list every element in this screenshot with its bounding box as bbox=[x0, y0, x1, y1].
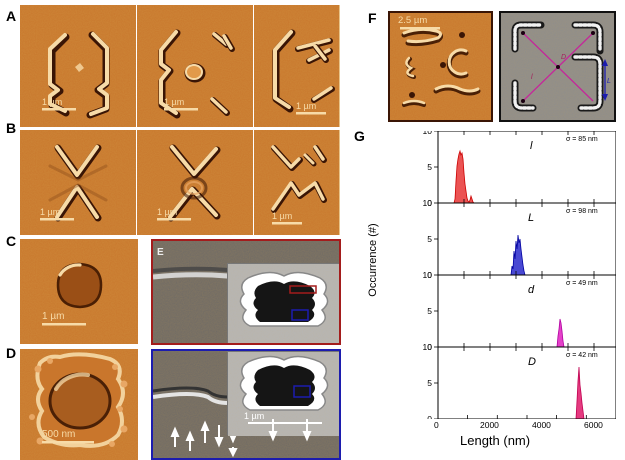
svg-text:σ = 42 nm: σ = 42 nm bbox=[566, 352, 598, 359]
svg-text:1 µm: 1 µm bbox=[164, 97, 184, 107]
svg-text:L: L bbox=[607, 78, 611, 85]
svg-text:10: 10 bbox=[423, 198, 433, 208]
svg-text:5: 5 bbox=[427, 234, 432, 244]
svg-text:500 nm: 500 nm bbox=[42, 429, 75, 440]
svg-text:1 µm: 1 µm bbox=[42, 97, 62, 107]
svg-text:10: 10 bbox=[423, 342, 433, 352]
svg-text:10: 10 bbox=[423, 270, 433, 280]
svg-text:1 µm: 1 µm bbox=[157, 207, 177, 217]
svg-text:E: E bbox=[157, 247, 164, 258]
svg-text:10: 10 bbox=[423, 131, 433, 136]
svg-text:5: 5 bbox=[427, 306, 432, 316]
svg-text:1 µm: 1 µm bbox=[272, 211, 292, 221]
svg-text:L: L bbox=[528, 212, 534, 224]
svg-text:d: d bbox=[528, 284, 535, 296]
svg-text:D: D bbox=[561, 54, 566, 61]
svg-text:σ = 49 nm: σ = 49 nm bbox=[566, 280, 598, 287]
svg-text:D: D bbox=[528, 356, 536, 368]
svg-text:5: 5 bbox=[427, 162, 432, 172]
svg-text:σ = 98 nm: σ = 98 nm bbox=[566, 208, 598, 215]
svg-text:2.5 µm: 2.5 µm bbox=[398, 15, 427, 26]
svg-text:σ = 85 nm: σ = 85 nm bbox=[566, 136, 598, 143]
svg-text:1 µm: 1 µm bbox=[296, 101, 316, 111]
svg-text:1 µm: 1 µm bbox=[42, 311, 64, 322]
svg-text:l: l bbox=[530, 140, 533, 152]
svg-text:5: 5 bbox=[427, 378, 432, 388]
svg-text:0: 0 bbox=[427, 414, 432, 419]
svg-text:1 µm: 1 µm bbox=[40, 207, 60, 217]
